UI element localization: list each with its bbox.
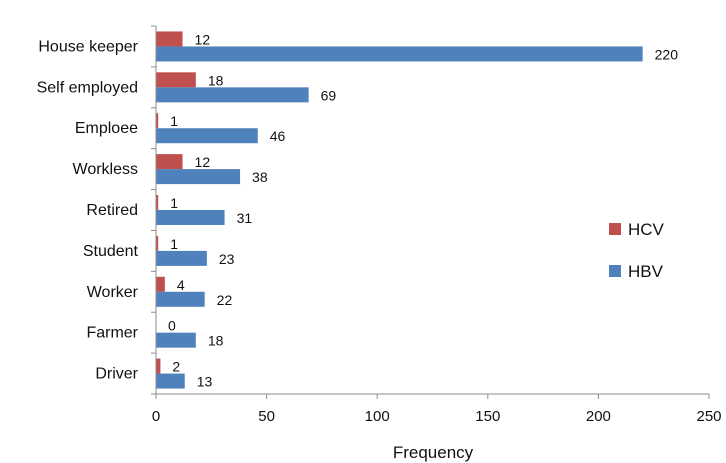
data-label-hcv: 1 [170,113,178,129]
bar-hcv [156,72,196,88]
data-label-hcv: 18 [208,72,224,88]
bar-hbv [156,250,207,266]
bar-hbv [156,291,205,307]
x-tick-label: 200 [586,408,611,425]
x-tick-label: 150 [475,408,500,425]
x-tick-label: 100 [365,408,390,425]
bar-hbv [156,46,643,62]
category-label: Workless [73,161,139,178]
category-label: Emploee [75,120,138,137]
data-label-hcv: 2 [172,359,180,375]
data-label-hbv: 38 [252,169,268,185]
data-label-hbv: 46 [270,128,286,144]
category-label: Farmer [86,325,138,342]
axes-group [151,25,710,399]
legend-swatch-hcv [609,223,621,235]
legend-label-hcv: HCV [628,220,665,239]
bars-group [156,31,643,389]
bar-hbv [156,332,196,348]
category-label: Retired [86,202,138,219]
data-label-hbv: 18 [208,333,224,349]
legend-label-hbv: HBV [628,262,664,281]
data-label-hcv: 12 [195,154,211,170]
data-label-hcv: 1 [170,195,178,211]
x-tick-labels-group: 0 50 100 150 200 250 [152,408,722,425]
bar-hcv [156,154,183,170]
x-tick-label: 0 [152,408,160,425]
data-label-hcv: 4 [177,277,185,293]
bar-hcv [156,113,159,129]
category-label: Self employed [37,79,138,96]
legend: HCV HBV [609,220,665,281]
data-label-hcv: 12 [195,31,211,47]
bar-hbv [156,373,185,389]
category-label: Driver [95,366,138,383]
data-label-hbv: 23 [219,251,235,267]
bar-hcv [156,358,161,374]
data-label-hbv: 220 [655,46,679,62]
bar-hcv [156,195,159,210]
data-label-hbv: 13 [197,374,213,390]
bar-hcv [156,31,183,47]
bar-hbv [156,169,241,185]
data-label-hcv: 1 [170,236,178,252]
bar-hbv [156,128,258,144]
bar-hcv [156,235,159,251]
x-tick-label: 50 [258,408,275,425]
x-tick-label: 250 [696,408,721,425]
x-axis-title: Frequency [393,443,474,462]
category-label: Worker [87,284,139,301]
bar-hcv [156,276,165,292]
legend-swatch-hbv [609,265,621,277]
data-label-hcv: 0 [168,318,176,334]
category-label: House keeper [38,38,138,55]
bar-hbv [156,210,225,225]
category-labels-group: House keeper Self employed Emploee Workless… [37,38,139,382]
data-label-hbv: 22 [217,292,233,308]
data-label-hbv: 69 [321,87,337,103]
data-label-hbv: 31 [237,210,253,226]
bar-hbv [156,87,309,103]
category-label: Student [83,243,139,260]
